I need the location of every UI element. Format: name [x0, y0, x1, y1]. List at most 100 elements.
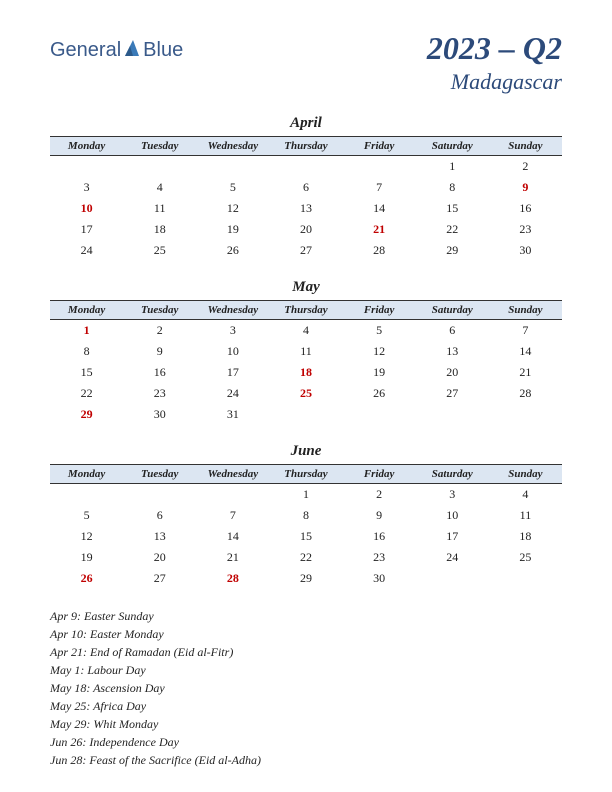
calendar-cell: 17 — [416, 526, 489, 547]
day-header: Friday — [343, 137, 416, 156]
day-header: Sunday — [489, 301, 562, 320]
calendar-cell: 24 — [416, 547, 489, 568]
calendar-cell: 19 — [343, 362, 416, 383]
calendar-cell: 28 — [489, 383, 562, 404]
calendar-row: 3456789 — [50, 177, 562, 198]
day-header: Sunday — [489, 465, 562, 484]
day-header: Thursday — [269, 465, 342, 484]
calendar-cell — [269, 404, 342, 425]
calendar-cell: 23 — [343, 547, 416, 568]
calendar-cell: 2 — [123, 320, 196, 342]
calendar-row: 10111213141516 — [50, 198, 562, 219]
calendar-cell: 18 — [269, 362, 342, 383]
calendar-cell: 19 — [50, 547, 123, 568]
calendar-cell: 8 — [416, 177, 489, 198]
day-header: Friday — [343, 465, 416, 484]
calendar-cell: 10 — [50, 198, 123, 219]
calendar-cell: 14 — [196, 526, 269, 547]
calendar-cell: 18 — [123, 219, 196, 240]
calendar-cell: 1 — [269, 484, 342, 506]
calendar-cell: 6 — [416, 320, 489, 342]
calendar-cell — [489, 568, 562, 589]
calendar-cell — [416, 568, 489, 589]
calendar-cell: 20 — [269, 219, 342, 240]
calendar-cell: 14 — [489, 341, 562, 362]
day-header: Wednesday — [196, 301, 269, 320]
month-block: AprilMondayTuesdayWednesdayThursdayFrida… — [50, 115, 562, 261]
calendar-row: 12 — [50, 156, 562, 178]
month-name: May — [50, 279, 562, 296]
calendar-table: MondayTuesdayWednesdayThursdayFridaySatu… — [50, 136, 562, 261]
calendar-cell: 6 — [269, 177, 342, 198]
calendar-cell: 4 — [269, 320, 342, 342]
calendar-cell: 27 — [123, 568, 196, 589]
calendar-cell: 13 — [123, 526, 196, 547]
calendar-cell: 5 — [196, 177, 269, 198]
day-header: Friday — [343, 301, 416, 320]
day-header: Tuesday — [123, 465, 196, 484]
calendar-row: 1234 — [50, 484, 562, 506]
holiday-entry: May 1: Labour Day — [50, 661, 562, 679]
calendar-cell: 25 — [489, 547, 562, 568]
day-header: Tuesday — [123, 301, 196, 320]
day-header: Monday — [50, 301, 123, 320]
calendar-cell: 26 — [50, 568, 123, 589]
holidays-list: Apr 9: Easter SundayApr 10: Easter Monda… — [50, 607, 562, 769]
calendar-cell: 22 — [50, 383, 123, 404]
day-header: Wednesday — [196, 465, 269, 484]
calendar-cell: 23 — [123, 383, 196, 404]
calendar-cell: 1 — [50, 320, 123, 342]
calendar-cell: 2 — [343, 484, 416, 506]
calendar-cell: 15 — [416, 198, 489, 219]
calendar-cell: 28 — [196, 568, 269, 589]
calendar-cell: 11 — [269, 341, 342, 362]
calendar-cell: 8 — [50, 341, 123, 362]
calendar-row: 891011121314 — [50, 341, 562, 362]
calendar-row: 1234567 — [50, 320, 562, 342]
day-header: Saturday — [416, 465, 489, 484]
calendar-cell — [50, 156, 123, 178]
month-block: JuneMondayTuesdayWednesdayThursdayFriday… — [50, 443, 562, 589]
calendar-cell: 31 — [196, 404, 269, 425]
calendar-row: 17181920212223 — [50, 219, 562, 240]
calendar-cell — [123, 484, 196, 506]
calendar-cell: 24 — [50, 240, 123, 261]
calendar-row: 2627282930 — [50, 568, 562, 589]
calendar-cell: 7 — [343, 177, 416, 198]
calendar-cell — [123, 156, 196, 178]
calendar-cell: 29 — [269, 568, 342, 589]
calendar-row: 24252627282930 — [50, 240, 562, 261]
calendar-table: MondayTuesdayWednesdayThursdayFridaySatu… — [50, 300, 562, 425]
day-header: Wednesday — [196, 137, 269, 156]
calendar-cell — [196, 484, 269, 506]
calendar-row: 293031 — [50, 404, 562, 425]
calendar-cell: 20 — [416, 362, 489, 383]
calendar-cell — [50, 484, 123, 506]
day-header: Saturday — [416, 301, 489, 320]
calendar-cell: 22 — [269, 547, 342, 568]
calendar-cell: 10 — [416, 505, 489, 526]
calendar-cell: 1 — [416, 156, 489, 178]
day-header: Saturday — [416, 137, 489, 156]
calendar-cell: 17 — [196, 362, 269, 383]
calendar-cell: 22 — [416, 219, 489, 240]
holiday-entry: Jun 28: Feast of the Sacrifice (Eid al-A… — [50, 751, 562, 769]
calendar-cell: 26 — [196, 240, 269, 261]
calendar-cell — [343, 404, 416, 425]
calendar-cell: 9 — [489, 177, 562, 198]
calendar-cell: 15 — [269, 526, 342, 547]
day-header: Monday — [50, 465, 123, 484]
calendar-cell: 26 — [343, 383, 416, 404]
calendar-cell: 10 — [196, 341, 269, 362]
calendar-cell: 7 — [489, 320, 562, 342]
calendar-cell: 25 — [269, 383, 342, 404]
day-header: Sunday — [489, 137, 562, 156]
calendar-cell: 21 — [489, 362, 562, 383]
calendar-row: 15161718192021 — [50, 362, 562, 383]
calendar-cell: 21 — [196, 547, 269, 568]
calendar-cell: 18 — [489, 526, 562, 547]
calendar-cell: 16 — [343, 526, 416, 547]
calendar-cell: 7 — [196, 505, 269, 526]
calendar-cell: 15 — [50, 362, 123, 383]
calendar-cell: 23 — [489, 219, 562, 240]
